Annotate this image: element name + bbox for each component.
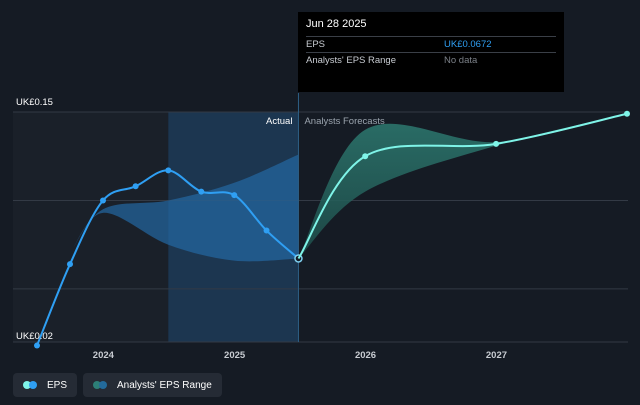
x-tick-label: 2026 [355, 350, 376, 361]
eps-forecast-line [297, 112, 628, 260]
legend-eps-label: EPS [47, 379, 68, 391]
tooltip-eps-label: EPS [306, 39, 326, 50]
range-swatch-icon [93, 381, 109, 389]
eps-forecast-point [362, 153, 369, 160]
eps-forecast-point [624, 110, 630, 117]
eps-point [231, 192, 238, 199]
actual-label: Actual [266, 116, 292, 127]
analyst-range-past-band [69, 154, 299, 262]
eps-point [34, 342, 40, 349]
y-label-top: UK£0.15 [16, 97, 53, 108]
legend-range-label: Analysts' EPS Range [117, 379, 212, 391]
eps-point [66, 261, 73, 268]
eps-point [263, 227, 270, 234]
y-label-bottom: UK£0.02 [16, 331, 53, 342]
legend: EPS Analysts' EPS Range [13, 373, 222, 397]
x-tick-label: 2027 [486, 350, 507, 361]
eps-point [198, 188, 205, 195]
eps-point [99, 197, 106, 204]
tooltip: Jun 28 2025 EPS UK£0.0672 Analysts' EPS … [298, 12, 564, 92]
eps-point [132, 183, 139, 190]
forecast-label: Analysts Forecasts [304, 116, 384, 127]
x-tick-label: 2025 [224, 350, 246, 361]
analyst-range-forecast-band [298, 113, 627, 259]
eps-point [165, 167, 172, 174]
tooltip-range-value: No data [444, 55, 478, 66]
tooltip-eps-value: UK£0.0672 [444, 39, 492, 50]
eps-forecast-point [493, 140, 500, 147]
tooltip-range-row: Analysts' EPS Range No data [306, 52, 556, 68]
x-tick-label: 2024 [93, 350, 115, 361]
tooltip-range-label: Analysts' EPS Range [306, 55, 396, 66]
legend-eps[interactable]: EPS [13, 373, 78, 397]
tooltip-eps-row: EPS UK£0.0672 [306, 36, 556, 52]
eps-swatch-icon [23, 381, 39, 389]
legend-range[interactable]: Analysts' EPS Range [83, 373, 222, 397]
tooltip-date: Jun 28 2025 [306, 18, 367, 30]
